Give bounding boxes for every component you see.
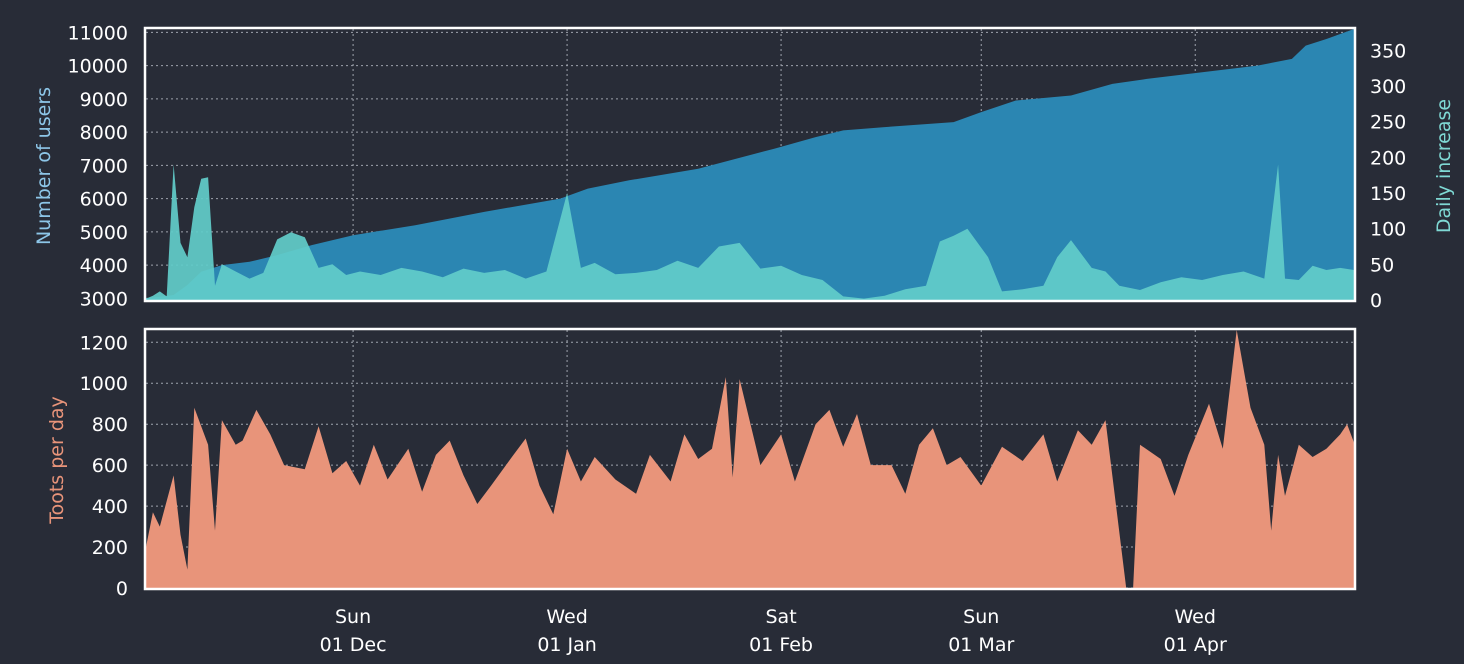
daily-increase-axis-label: Daily increase <box>1433 99 1455 233</box>
users-tick-label: 6000 <box>80 189 128 211</box>
toots-tick-label: 200 <box>92 537 128 559</box>
increase-tick-label: 150 <box>1370 183 1406 205</box>
x-tick-day: Wed <box>1175 606 1216 628</box>
daily-increase-group <box>146 164 1354 300</box>
x-tick-day: Sun <box>963 606 999 628</box>
x-tick-date: 01 Mar <box>948 634 1014 656</box>
increase-tick-label: 300 <box>1370 76 1406 98</box>
toots-tick-label: 1000 <box>80 373 128 395</box>
users-tick-label: 5000 <box>80 222 128 244</box>
toots-area <box>146 330 1354 588</box>
x-tick-day: Sun <box>335 606 371 628</box>
increase-tick-label: 200 <box>1370 147 1406 169</box>
users-tick-label: 9000 <box>80 89 128 111</box>
users-tick-label: 4000 <box>80 255 128 277</box>
daily-increase-area <box>146 164 1354 300</box>
increase-tick-label: 350 <box>1370 40 1406 62</box>
toots-tick-label: 1200 <box>80 332 128 354</box>
x-tick-date: 01 Dec <box>320 634 387 656</box>
users-axis-label: Number of users <box>33 87 55 245</box>
toots-tick-label: 800 <box>92 414 128 436</box>
users-tick-label: 11000 <box>68 22 128 44</box>
users-tick-label: 7000 <box>80 155 128 177</box>
x-tick-date: 01 Jan <box>537 634 597 656</box>
toots-tick-label: 0 <box>116 578 128 600</box>
users-chart: 3000 4000 5000 6000 7000 8000 9000 10000 11000 0 5… <box>68 22 1407 312</box>
toots-tick-label: 600 <box>92 455 128 477</box>
increase-tick-label: 0 <box>1370 290 1382 312</box>
users-tick-label: 3000 <box>80 288 128 310</box>
x-tick-date: 01 Feb <box>749 634 813 656</box>
toots-axis-label: Toots per day <box>46 396 68 525</box>
toots-chart: 0 200 400 600 800 1000 1200 Sun 01 Dec Wed 01 Jan S… <box>80 327 1357 656</box>
x-tick-day: Sat <box>765 606 796 628</box>
users-tick-label: 10000 <box>68 56 128 78</box>
increase-tick-label: 50 <box>1370 254 1394 276</box>
x-tick-day: Wed <box>546 606 587 628</box>
bottom-plot-frame <box>143 327 1357 591</box>
users-tick-label: 8000 <box>80 122 128 144</box>
users-area <box>146 29 1354 300</box>
increase-tick-label: 100 <box>1370 219 1406 241</box>
increase-tick-label: 250 <box>1370 112 1406 134</box>
x-tick-date: 01 Apr <box>1164 634 1227 656</box>
top-plot-frame <box>143 26 1357 303</box>
toots-tick-label: 400 <box>92 496 128 518</box>
